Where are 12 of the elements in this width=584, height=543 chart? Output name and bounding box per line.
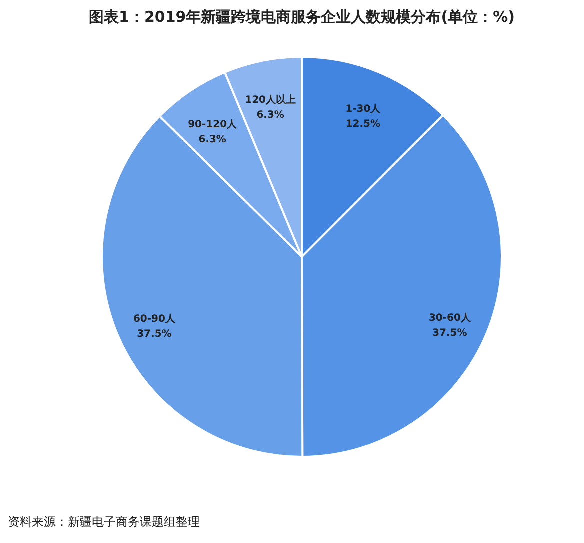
data-label: 6.3% (256, 110, 284, 122)
data-label: 37.5% (432, 328, 468, 339)
data-label: 12.5% (346, 119, 381, 130)
slice-label: 60-90人 (133, 312, 176, 325)
slice-label: 30-60人 (428, 312, 472, 324)
text: 资料来源：新疆电子商务课题组整理 (8, 514, 200, 531)
slice-label: 90-120人 (188, 118, 238, 130)
slice-label: 120人以上 (245, 94, 296, 106)
chart-title: 图表1：2019年新疆跨境电商服务企业人数规模分布(单位：%) (89, 8, 515, 26)
slice-label: 1-30人 (346, 103, 382, 116)
data-label: 6.3% (198, 134, 226, 146)
data-label: 37.5% (137, 328, 172, 340)
